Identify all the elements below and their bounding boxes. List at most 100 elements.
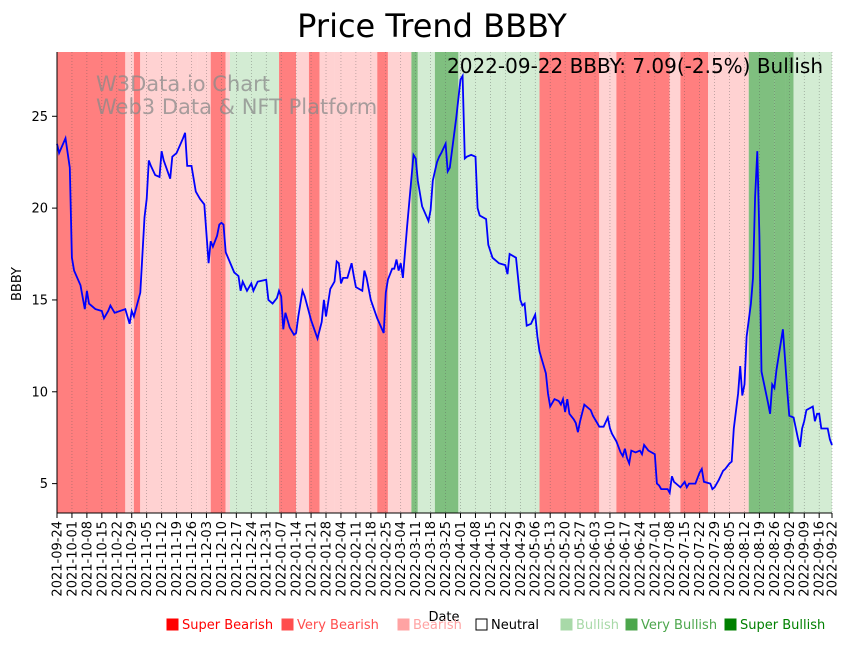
trend-band [785,52,794,513]
x-tick-label: 2022-08-12 [738,521,753,597]
trend-band [774,52,786,513]
y-tick-label: 10 [31,385,48,400]
x-tick-label: 2022-04-22 [499,521,514,597]
trend-band [434,52,459,513]
trend-band [229,52,280,513]
x-tick-label: 2022-08-05 [723,521,738,597]
trend-band [411,52,418,513]
x-tick-label: 2022-09-02 [783,521,798,597]
legend-item: Super Bullish [740,618,825,633]
trend-band [616,52,670,513]
legend-swatch [475,618,488,631]
x-axis-ticks: 2021-09-24 2021-10-01 2021-10-08 2021-10-15… [51,513,841,597]
trend-band [319,52,335,513]
legend-item: Very Bullish [641,618,717,633]
watermark-line-1: W3Data.io Chart [96,72,270,96]
legend: Super Bearish Very Bearish Bearish Neutral B… [166,618,825,633]
x-tick-label: 2022-05-13 [544,521,559,597]
x-tick-label: 2022-05-27 [574,521,589,597]
trend-band [793,52,832,513]
x-tick-label: 2022-08-19 [753,521,768,597]
legend-swatch [560,618,573,631]
trend-band [296,52,309,513]
x-tick-label: 2022-07-15 [678,521,693,597]
trend-band [125,52,134,513]
trend-band [599,52,617,513]
trend-band [308,52,320,513]
x-tick-label: 2021-10-29 [125,521,140,597]
x-tick-label: 2022-03-04 [394,521,409,597]
y-tick-label: 20 [31,202,48,217]
x-tick-label: 2022-07-08 [663,521,678,597]
trend-band [387,52,412,513]
trend-band [133,52,141,513]
trend-bands [57,52,832,513]
y-tick-label: 25 [31,110,48,125]
x-tick-label: 2022-05-06 [529,521,544,597]
price-line [56,72,833,496]
chart-title: Price Trend BBBY [297,7,567,45]
trend-band [225,52,230,513]
x-tick-label: 2022-02-18 [364,521,379,597]
x-tick-label: 2022-04-01 [454,521,469,597]
legend-item: Neutral [491,618,539,633]
x-tick-label: 2022-08-26 [768,521,783,597]
legend-swatch [625,618,638,631]
trend-band [669,52,681,513]
x-tick-label: 2021-12-24 [245,521,260,597]
legend-item: Super Bearish [182,618,273,633]
x-tick-label: 2021-12-31 [260,521,275,597]
legend-swatch [166,618,179,631]
x-tick-label: 2021-11-12 [155,521,170,597]
x-tick-label: 2022-06-17 [618,521,633,597]
vertical-gridlines [56,52,833,513]
x-tick-label: 2021-11-26 [185,521,200,597]
legend-swatch [397,618,410,631]
trend-band [197,52,211,513]
x-tick-label: 2021-12-17 [230,521,245,597]
axes [56,52,832,514]
x-tick-label: 2022-03-25 [439,521,454,597]
x-tick-label: 2022-04-08 [469,521,484,597]
legend-swatch [281,618,294,631]
x-tick-label: 2021-09-24 [51,521,66,597]
trend-band [417,52,435,513]
x-tick-label: 2022-02-11 [349,521,364,597]
x-tick-label: 2022-07-29 [708,521,723,597]
x-tick-label: 2021-11-19 [170,521,185,597]
x-tick-label: 2022-04-29 [514,521,529,597]
x-tick-label: 2022-09-16 [813,521,828,597]
x-tick-label: 2021-10-01 [65,521,80,597]
x-tick-label: 2022-09-22 [826,521,841,597]
y-axis-label: BBBY [10,267,25,301]
trend-band [680,52,709,513]
x-tick-label: 2022-02-25 [379,521,394,597]
trend-band [377,52,388,513]
legend-item: Bullish [576,618,619,633]
trend-band [210,52,226,513]
trend-band [279,52,297,513]
legend-swatch [724,618,737,631]
y-axis-ticks: 5 10 15 20 25 [31,110,57,492]
x-tick-label: 2022-07-22 [693,521,708,597]
x-tick-label: 2021-10-08 [80,521,95,597]
x-tick-label: 2022-07-01 [648,521,663,597]
trend-band [458,52,502,513]
x-tick-label: 2021-11-05 [140,521,155,597]
x-tick-label: 2022-09-09 [798,521,813,597]
x-tick-label: 2021-10-22 [110,521,125,597]
x-tick-label: 2021-12-10 [215,521,230,597]
trend-band [539,52,600,513]
y-tick-label: 15 [31,293,48,308]
x-tick-label: 2022-01-14 [290,521,305,597]
trend-band [140,52,198,513]
x-tick-label: 2022-06-10 [603,521,618,597]
x-axis-label: Date [428,610,459,625]
x-tick-label: 2022-04-15 [484,521,499,597]
x-tick-label: 2022-02-04 [334,521,349,597]
y-tick-label: 5 [40,477,48,492]
x-tick-label: 2022-06-24 [633,521,648,597]
x-tick-label: 2021-12-03 [200,521,215,597]
legend-item: Very Bearish [297,618,379,633]
